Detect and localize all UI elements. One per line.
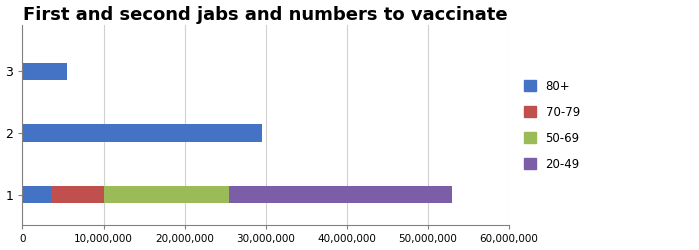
Bar (229, 186, 452, 203)
Legend: 80+, 70-79, 50-69, 20-49: 80+, 70-79, 50-69, 20-49 (519, 75, 584, 176)
Title: First and second jabs and numbers to vaccinate: First and second jabs and numbers to vac… (23, 6, 508, 24)
Bar (22, 186, 51, 203)
Bar (51, 186, 103, 203)
Bar (103, 186, 229, 203)
Bar (22, 124, 261, 142)
Bar (22, 63, 67, 80)
